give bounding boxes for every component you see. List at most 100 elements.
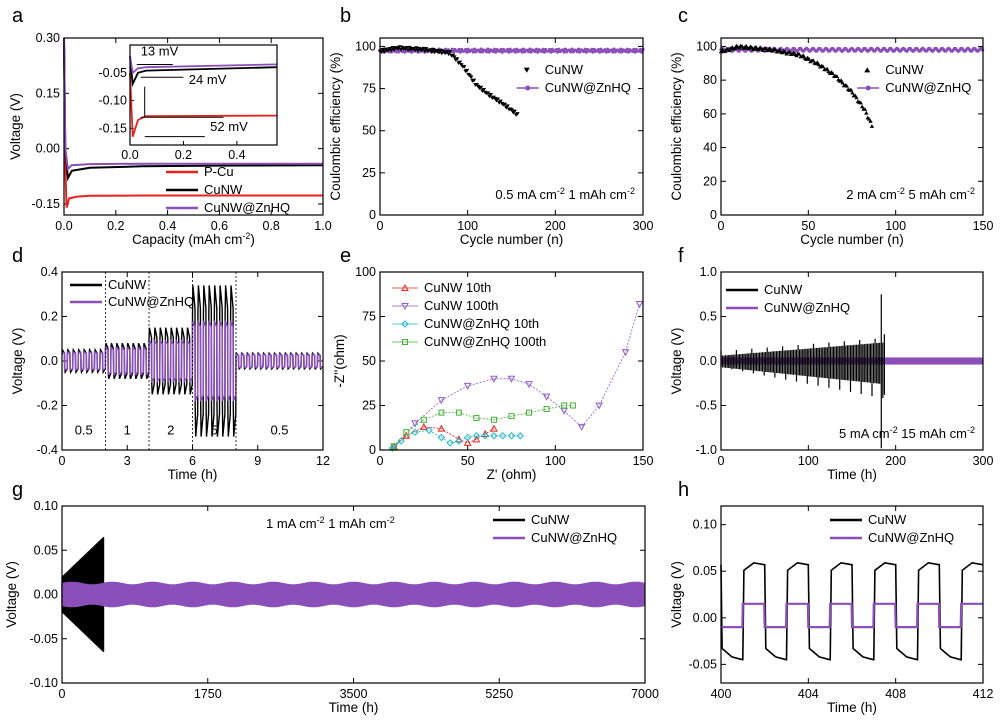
marker-square [402,339,408,345]
marker-circle [611,50,615,54]
marker-square [420,416,427,423]
x-tick-label: 0.4 [159,219,176,233]
annotation-13mv: 13 mV [141,44,179,59]
marker-triangle-up [801,53,806,58]
annotation-sup1: -2 [557,186,565,196]
x-tick-label: 50 [461,454,475,468]
marker-circle [612,47,616,51]
marker-circle [633,50,637,54]
condition-annotation: 0.5 mA cm-2 1 mAh cm-2 [495,186,635,202]
marker-triangle-down [405,48,411,53]
marker-circle [584,50,589,54]
inset-bg [130,45,277,145]
annotation-sup2: -2 [967,425,975,435]
marker-circle [526,50,531,54]
marker-diamond [455,437,463,445]
marker-triangle-up [830,71,835,76]
x-tick-label: 300 [633,219,654,233]
x-tick-label: 1.0 [314,219,331,233]
marker-circle [591,50,595,54]
inset-x-tick-label: 0.2 [175,148,192,162]
marker-triangle-down [464,68,470,73]
x-tick-label: 0 [377,219,384,233]
x-tick-label: 0 [59,454,66,468]
current-density-label: 1 [124,422,131,437]
marker-circle [542,50,546,54]
y-tick-label: 60 [703,107,717,121]
marker-diamond [446,439,454,447]
plot-frame [720,505,984,684]
x-axis-label: Cycle number (n) [460,232,564,247]
annotation-sup2: -2 [967,186,975,196]
marker-triangle-down [490,375,498,383]
marker-circle [605,47,610,51]
annotation-24mv: 24 mV [189,72,227,87]
marker-square [403,429,410,436]
marker-triangle-up [736,45,742,50]
marker-triangle-up [419,422,428,430]
x-tick-label: 1750 [194,687,222,701]
marker-circle [521,47,525,51]
x-axis-label: Time (h) [168,467,218,482]
y-tick-label: -0.2 [36,399,58,413]
y-tick-label: 100 [355,39,376,53]
x-tick-label: 150 [633,454,654,468]
marker-triangle-down [595,402,604,410]
marker-triangle-down [382,50,387,55]
y-axis-label: Voltage (V) [669,328,684,395]
annotation-sup2: -2 [627,186,635,196]
x-tick-label: 6 [189,454,196,468]
marker-circle [536,50,540,54]
marker-circle [549,50,553,54]
marker-triangle-down [404,45,409,50]
y-tick-label: -0.05 [30,632,59,646]
y-tick-label: 50 [362,354,376,368]
x-axis-label: Time (h) [827,700,877,715]
x-tick-label: 100 [545,454,566,468]
plot-frame [61,271,324,451]
legend-cunw: CuNW [868,512,907,527]
marker-triangle-down [437,397,446,405]
panel-f: 0 100 200 300 -1.0 -0.5 0.0 0.5 1.0 Time (h) Volta… [669,245,993,482]
marker-diamond [499,432,507,440]
annotation-mid: 1 mAh cm [325,516,387,531]
panel-a: 0.0 0.2 0.4 0.6 0.8 1.0 -0.15 0.00 0.15 0.30 Capac… [8,5,332,247]
marker-square [508,413,515,420]
legend-cunw: CuNW [108,277,147,292]
panel-letter: b [340,5,351,27]
marker-circle [515,47,519,51]
marker-triangle-down [471,78,477,83]
legend-cunw-znhq: CuNW@ZnHQ [108,294,194,309]
marker-circle [604,50,608,54]
marker-circle [484,50,489,54]
x-tick-label: 404 [798,687,819,701]
marker-triangle-up [722,49,728,53]
marker-circle [619,47,623,51]
marker-triangle-up [869,124,875,128]
marker-circle [512,48,516,52]
annotation-52mv: 52 mV [210,119,248,134]
plot-frame [63,37,324,216]
marker-circle [557,47,561,51]
marker-circle [603,48,607,52]
marker-circle [576,47,581,51]
annotation-mid: 5 mAh cm [905,187,967,202]
marker-triangle-down [457,60,463,65]
marker-square [526,409,533,416]
panel-letter: c [678,5,688,27]
x-axis-label: Z' (ohm) [487,467,537,482]
marker-triangle-up [824,66,830,71]
marker-triangle-up [797,52,802,56]
annotation-sup1: -2 [317,515,325,525]
marker-triangle-up [402,431,411,439]
marker-circle [562,50,566,54]
y-tick-label: 0.2 [41,310,58,324]
marker-triangle-down [542,393,551,401]
panel-letter: a [12,5,24,27]
y-tick-label: 0 [710,208,717,222]
marker-circle [465,50,469,54]
marker-triangle-down [495,97,501,102]
legend-cunw: CuNW [531,512,570,527]
condition-annotation: 5 mA cm-2 15 mAh cm-2 [839,425,975,441]
